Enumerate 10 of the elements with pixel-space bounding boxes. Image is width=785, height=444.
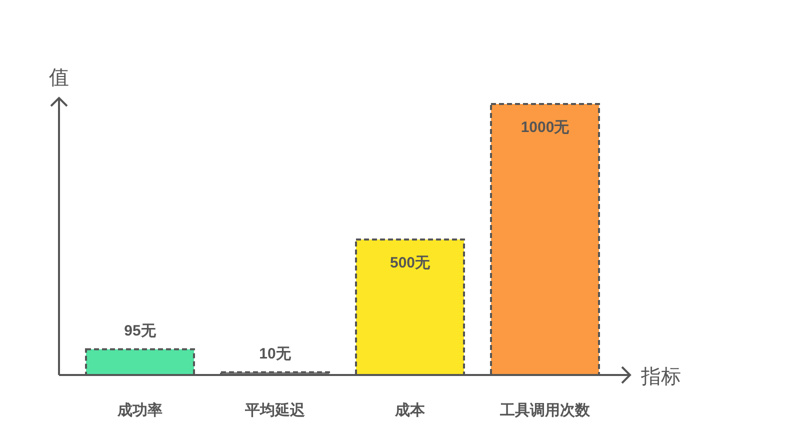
x-tick-label: 工具调用次数 (499, 402, 591, 419)
data-label: 500无 (390, 254, 432, 272)
x-tick-label: 平均延迟 (244, 402, 306, 419)
x-tick-label: 成功率 (116, 401, 162, 419)
x-axis-title: 指标 (640, 366, 681, 388)
y-axis-title: 值 (49, 67, 69, 89)
data-label: 1000无 (520, 119, 570, 136)
x-tick-label: 成本 (394, 402, 426, 419)
data-label: 95无 (124, 322, 157, 340)
data-label: 10无 (259, 345, 292, 362)
